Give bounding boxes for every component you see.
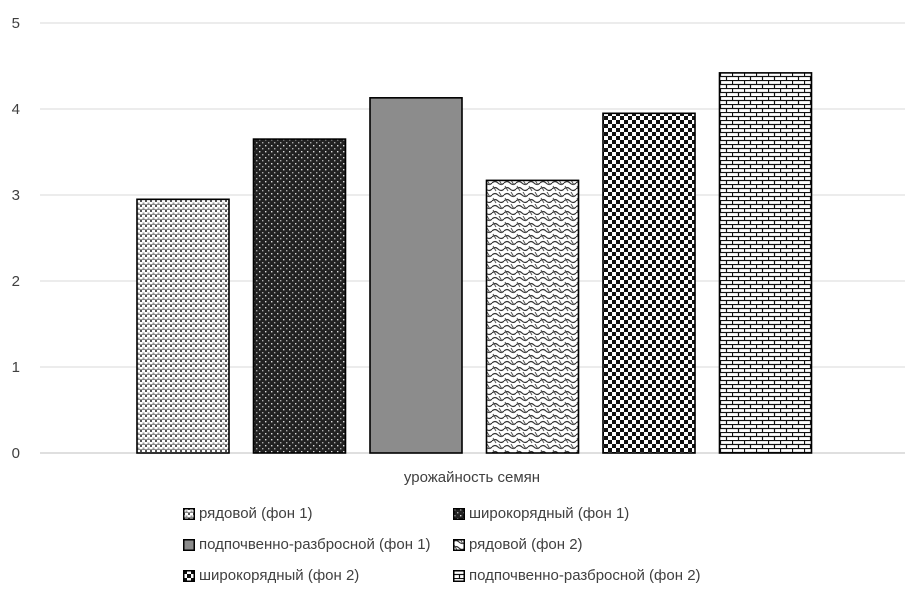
- bar-2: [252, 138, 347, 454]
- legend-item: широкорядный (фон 2): [183, 565, 453, 587]
- y-tick-label: 1: [12, 359, 20, 376]
- y-tick-label: 4: [12, 101, 20, 118]
- y-tick-label: 0: [12, 445, 20, 462]
- legend-label: подпочвенно-разбросной (фон 2): [469, 567, 701, 584]
- legend-item: подпочвенно-разбросной (фон 2): [453, 565, 753, 587]
- legend-label: широкорядный (фон 2): [199, 567, 360, 584]
- legend-swatch: [183, 570, 195, 582]
- legend-item: широкорядный (фон 1): [453, 503, 753, 525]
- legend-swatch: [183, 508, 195, 520]
- x-category-label: урожайность семян: [404, 469, 540, 486]
- legend-swatch: [453, 539, 465, 551]
- legend-item: рядовой (фон 1): [183, 503, 453, 525]
- y-tick-label: 3: [12, 187, 20, 204]
- legend-swatch: [453, 570, 465, 582]
- legend-item: рядовой (фон 2): [453, 534, 753, 556]
- y-tick-label: 2: [12, 273, 20, 290]
- y-axis-ticks: 0 1 2 3 4 5: [12, 15, 20, 462]
- legend-label: широкорядный (фон 1): [469, 505, 630, 522]
- bar-6: [718, 72, 813, 454]
- y-tick-label: 5: [12, 15, 20, 32]
- legend-swatch: [183, 539, 195, 551]
- bar-5: [602, 112, 696, 454]
- legend-label: подпочвенно-разбросной (фон 1): [199, 536, 431, 553]
- bar-3: [369, 97, 463, 454]
- legend-item: подпочвенно-разбросной (фон 1): [183, 534, 453, 556]
- bar-4: [485, 179, 580, 454]
- legend-swatch: [453, 508, 465, 520]
- bars: [136, 72, 813, 454]
- legend-label: рядовой (фон 2): [469, 536, 583, 553]
- legend-label: рядовой (фон 1): [199, 505, 313, 522]
- bar-1: [136, 198, 230, 454]
- legend: рядовой (фон 1) широкорядный (фон 1) подпо…: [183, 503, 803, 587]
